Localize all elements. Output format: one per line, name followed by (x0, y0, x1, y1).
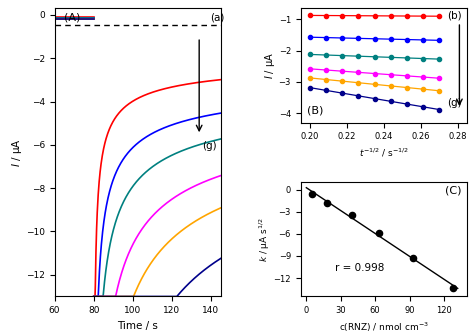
Point (409, 256, 417, 261)
Point (387, 72, 394, 77)
Point (322, 13, 330, 18)
Text: (A): (A) (64, 13, 81, 23)
Point (338, 78, 346, 84)
Point (371, 54, 378, 59)
Point (403, 13, 410, 19)
Point (387, 98, 394, 104)
Point (436, 107, 443, 112)
Point (371, 82, 378, 87)
Point (436, 38, 443, 43)
Point (449, 285, 457, 290)
Point (306, 75, 314, 81)
Text: (a): (a) (210, 13, 224, 23)
Point (419, 74, 427, 80)
Point (355, 36, 362, 41)
Point (371, 71, 378, 76)
X-axis label: Time / s: Time / s (117, 321, 158, 331)
Point (419, 37, 427, 43)
Point (306, 52, 314, 57)
Point (355, 93, 362, 98)
Point (355, 54, 362, 59)
Point (322, 35, 330, 40)
X-axis label: c(RNZ) / nmol cm$^{-3}$: c(RNZ) / nmol cm$^{-3}$ (339, 321, 428, 334)
Point (403, 102, 410, 107)
Point (436, 88, 443, 93)
Point (419, 56, 427, 61)
Y-axis label: $I$ / μA: $I$ / μA (263, 52, 277, 79)
Point (419, 13, 427, 19)
X-axis label: $t^{-1/2}$ / s$^{-1/2}$: $t^{-1/2}$ / s$^{-1/2}$ (359, 147, 409, 159)
Point (338, 90, 346, 96)
Point (419, 104, 427, 110)
Point (355, 70, 362, 75)
Point (436, 56, 443, 62)
Point (387, 55, 394, 60)
Point (403, 37, 410, 42)
Point (338, 68, 346, 74)
Point (322, 88, 330, 93)
Text: (g): (g) (447, 97, 462, 108)
Text: (C): (C) (446, 186, 462, 196)
Point (387, 13, 394, 18)
Point (348, 213, 356, 218)
Point (323, 200, 331, 206)
Point (371, 13, 378, 18)
Point (322, 67, 330, 73)
Text: (B): (B) (307, 106, 324, 116)
Point (436, 13, 443, 19)
Point (322, 52, 330, 58)
Point (403, 85, 410, 90)
Point (371, 96, 378, 101)
Point (371, 36, 378, 42)
Point (306, 85, 314, 90)
Point (306, 66, 314, 71)
Point (306, 35, 314, 40)
Y-axis label: $I$ / μA: $I$ / μA (10, 138, 24, 167)
Text: r = 0.998: r = 0.998 (335, 263, 384, 273)
Point (308, 191, 316, 196)
Point (338, 13, 346, 18)
Point (322, 77, 330, 82)
Point (387, 37, 394, 42)
Point (355, 13, 362, 18)
Point (419, 86, 427, 92)
Point (436, 76, 443, 81)
Point (403, 55, 410, 61)
Text: (g): (g) (202, 141, 217, 151)
Text: (b): (b) (447, 11, 462, 21)
Point (403, 73, 410, 78)
Point (306, 13, 314, 18)
Point (338, 35, 346, 41)
Point (375, 230, 383, 236)
Y-axis label: $k$ / μA s$^{1/2}$: $k$ / μA s$^{1/2}$ (257, 217, 272, 262)
Point (387, 83, 394, 89)
Point (355, 80, 362, 85)
Point (338, 53, 346, 58)
